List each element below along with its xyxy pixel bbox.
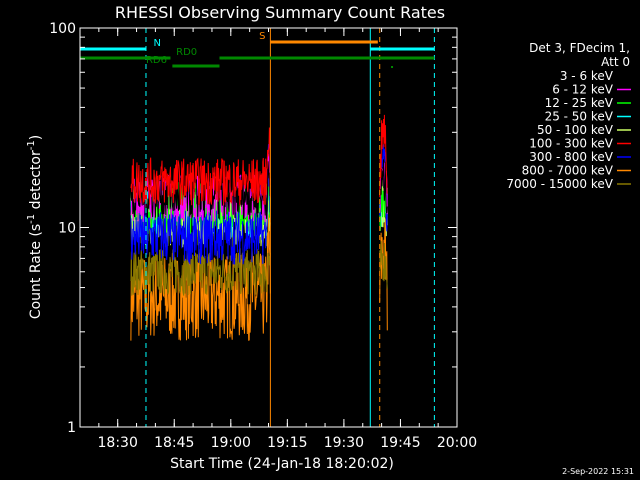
y-tick-label: 10 — [58, 221, 76, 237]
legend-entry-label: 6 - 12 keV — [552, 83, 614, 97]
legend-entry-label: 12 - 25 keV — [545, 96, 614, 110]
y-axis-label-exponent: -1 — [26, 140, 37, 150]
footer-date: 2-Sep-2022 15:31 — [562, 467, 634, 476]
x-axis-label: Start Time (24-Jan-18 18:20:02) — [170, 456, 394, 472]
y-axis-label: Count Rate (s-1 detector-1) — [26, 135, 44, 319]
series-line-3-6kev — [130, 161, 271, 220]
flag-label-rd0: RD0 — [176, 47, 197, 58]
series-line-300-800kev — [130, 144, 271, 265]
legend-header-line-1: Det 3, FDecim 1, — [529, 41, 630, 55]
legend-entry-label: 300 - 800 keV — [529, 150, 613, 164]
flag-dot — [391, 66, 394, 68]
y-axis-label-part: Count Rate (s — [28, 224, 44, 319]
x-tick-label: 18:45 — [154, 435, 194, 451]
legend-header-line-2: Att 0 — [601, 55, 630, 69]
x-tick-label: 19:15 — [267, 435, 307, 451]
legend-entry-label: 3 - 6 keV — [560, 69, 614, 83]
y-tick-label: 1 — [67, 420, 76, 436]
flag-label-s: S — [259, 31, 265, 42]
series-layer — [130, 114, 388, 341]
x-tick-label: 19:00 — [211, 435, 251, 451]
flag-label-n: N — [154, 38, 161, 49]
x-tick-label: 19:30 — [324, 435, 364, 451]
series-line-3-6kev — [379, 159, 388, 214]
x-tick-label: 19:45 — [380, 435, 420, 451]
y-axis-label-part: detector — [28, 150, 44, 214]
y-tick-label: 100 — [49, 21, 76, 37]
legend-entry-label: 100 - 300 keV — [529, 137, 613, 151]
series-line-100-300kev — [130, 127, 271, 207]
legend-entry-label: 7000 - 15000 keV — [506, 177, 613, 191]
legend-entry-label: 800 - 7000 keV — [522, 164, 614, 178]
series-line-100-300kev — [379, 114, 388, 198]
flag-label-rd6: RD6 — [146, 55, 167, 66]
x-tick-label: 18:30 — [98, 435, 138, 451]
flag-bars: N S RD0 RD6 — [80, 31, 435, 68]
chart-title: RHESSI Observing Summary Count Rates — [115, 3, 445, 22]
y-axis-label-exponent: -1 — [26, 214, 37, 224]
series-line-7000-15000kev — [379, 241, 388, 289]
legend-entry-label: 50 - 100 keV — [537, 123, 614, 137]
legend-entry-label: 25 - 50 keV — [545, 110, 614, 124]
axis-ticks: 18:30 18:45 19:00 19:15 19:30 19:45 20:00 1 10 10… — [49, 21, 477, 451]
x-tick-label: 20:00 — [437, 435, 477, 451]
y-axis-label-part: ) — [28, 135, 44, 140]
